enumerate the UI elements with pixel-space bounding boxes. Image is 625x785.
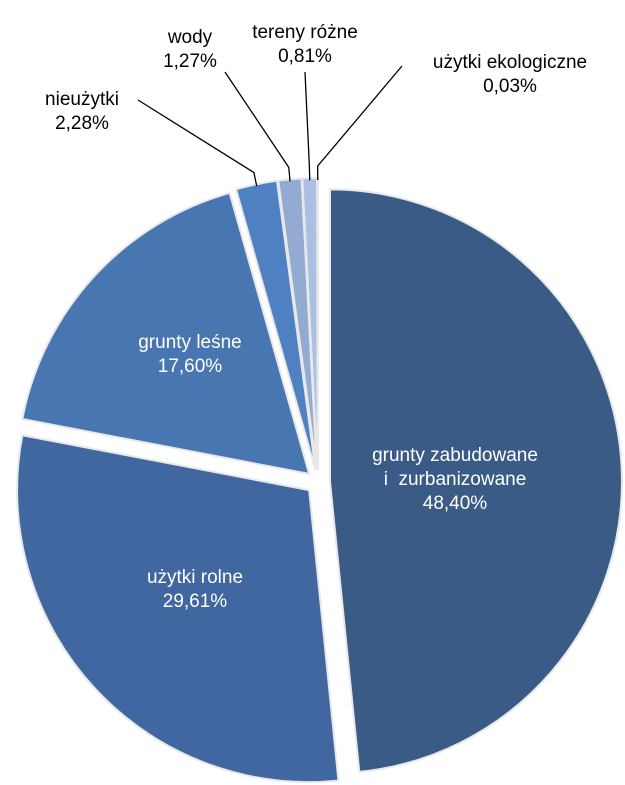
slice-label: tereny różne 0,81% [225,21,385,69]
pie-slice [21,191,311,476]
category: grunty leśne [138,332,242,353]
category: użytki ekologiczne [432,52,588,73]
slice-label: użytki rolne 29,61% [95,566,295,614]
slice-label: grunty leśne 17,60% [90,331,290,379]
slice-label: grunty zabudowane i zurbanizowane 48,40% [372,444,538,516]
category: użytki rolne [146,567,244,588]
leader-line [304,71,311,181]
category: grunty zabudowane i zurbanizowane [372,445,538,490]
slice-label: użytki ekologiczne 0,03% [395,51,625,99]
value-label: 0,03% [483,76,537,97]
value-label: 29,61% [162,591,228,612]
pie-slice [328,188,623,774]
category: tereny różne [252,22,358,43]
pie-slice [16,434,340,784]
leader-line [317,65,403,181]
value-label: 0,81% [278,46,332,67]
category: wody [167,27,213,48]
value-label: 1,27% [163,51,217,72]
value-label: 2,28% [55,113,109,134]
value-label: 17,60% [157,356,223,377]
leader-line [224,71,291,182]
leader-line [137,99,258,187]
slice-label: nieużytki 2,28% [12,88,152,136]
pie-slice [316,176,319,471]
category: nieużytki [45,89,119,110]
slice-label: wody 1,27% [130,26,250,74]
value-label: 48,40% [422,493,488,514]
